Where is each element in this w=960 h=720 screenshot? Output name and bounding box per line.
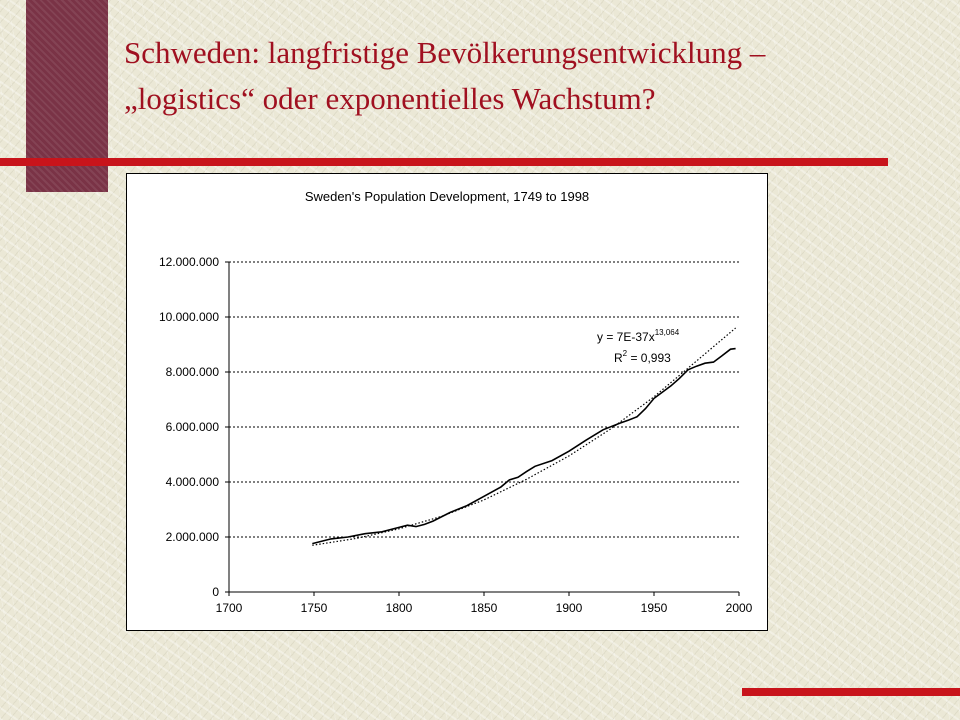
gridlines — [229, 261, 739, 538]
y-tick-label: 4.000.000 — [166, 475, 220, 489]
x-tick-label: 1800 — [386, 601, 413, 615]
y-tick-label: 6.000.000 — [166, 420, 220, 434]
x-tick-label: 1900 — [556, 601, 583, 615]
chart-title: Sweden's Population Development, 1749 to… — [305, 189, 589, 204]
trendline-series — [312, 327, 736, 546]
y-tick-label: 0 — [212, 585, 219, 599]
chart-frame: Sweden's Population Development, 1749 to… — [126, 173, 768, 631]
slide-title-line-1: Schweden: langfristige Bevölkerungsentwi… — [124, 35, 766, 70]
tick-labels: 0 2.000.000 4.000.000 6.000.000 8.000.000 10.… — [159, 255, 753, 615]
x-tick-label: 1950 — [641, 601, 668, 615]
slide-title: Schweden: langfristige Bevölkerungsentwi… — [124, 30, 944, 122]
y-tick-label: 2.000.000 — [166, 530, 220, 544]
population-line-chart: Sweden's Population Development, 1749 to… — [159, 189, 753, 615]
r-squared-label: R2 = 0,993 — [614, 349, 671, 365]
slide-title-line-2: „logistics“ oder exponentielles Wachstum… — [124, 81, 656, 116]
y-tick-label: 8.000.000 — [166, 365, 220, 379]
x-tick-label: 1750 — [301, 601, 328, 615]
y-tick-label: 10.000.000 — [159, 310, 219, 324]
population-series — [312, 347, 736, 545]
axes — [225, 261, 740, 596]
footer-accent-rule — [742, 688, 960, 696]
x-tick-label: 2000 — [726, 601, 753, 615]
trendline-equation: y = 7E-37x13,064 — [597, 328, 680, 344]
x-tick-label: 1850 — [471, 601, 498, 615]
data-series — [312, 327, 736, 546]
title-divider-rule — [0, 158, 888, 166]
x-tick-label: 1700 — [216, 601, 243, 615]
y-tick-label: 12.000.000 — [159, 255, 219, 269]
